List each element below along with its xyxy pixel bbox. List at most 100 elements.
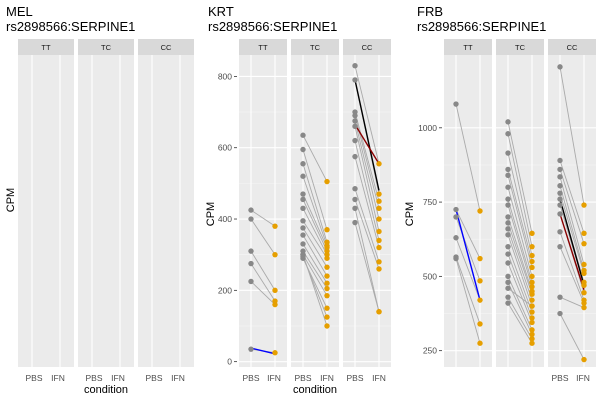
ifn-point xyxy=(272,251,278,258)
ifn-point xyxy=(581,240,587,247)
pbs-point xyxy=(505,184,511,190)
y-tick-label: 0 xyxy=(227,357,232,367)
x-tick-label: IFN xyxy=(51,373,65,383)
pbs-point xyxy=(505,294,511,300)
x-tick-label: IFN xyxy=(267,373,281,383)
pbs-point xyxy=(352,219,358,226)
y-tick-label: 250 xyxy=(423,346,437,356)
pbs-point xyxy=(557,183,563,189)
ifn-point xyxy=(581,356,587,363)
pair-line xyxy=(354,126,380,232)
panel-plot-area xyxy=(291,55,339,367)
panel-plot-area xyxy=(91,55,121,367)
ifn-point xyxy=(477,278,483,284)
pair-line xyxy=(354,111,380,202)
x-tick-label: IFN xyxy=(576,373,590,383)
chart-title-line1: MEL xyxy=(6,4,33,19)
mean-line xyxy=(250,347,276,355)
pair-line xyxy=(302,176,328,246)
strip-label: CC xyxy=(567,43,578,52)
pbs-point xyxy=(505,279,511,286)
ifn-point xyxy=(324,280,330,286)
pbs-point xyxy=(300,205,306,212)
ifn-point xyxy=(529,230,535,236)
pair-line xyxy=(507,234,533,307)
ifn-point xyxy=(529,340,535,346)
pair-line xyxy=(302,250,328,289)
pair-line xyxy=(507,216,533,292)
pair-line xyxy=(250,218,276,255)
pair-line xyxy=(559,160,585,234)
ifn-point xyxy=(324,178,330,185)
pair-line xyxy=(302,254,328,327)
x-axis-label: condition xyxy=(293,384,337,396)
panel-bg xyxy=(548,55,596,367)
ifn-point xyxy=(529,284,535,290)
pair-line xyxy=(354,65,380,164)
x-tick-label: IFN xyxy=(171,373,185,383)
ifn-point xyxy=(581,282,587,288)
panel-plot-area xyxy=(239,55,287,367)
facet-panel-cc: CC PBS IFN xyxy=(548,39,596,383)
ifn-point xyxy=(376,259,382,265)
facet-panel-cc: CC PBS IFN xyxy=(343,39,391,383)
strip-label: TC xyxy=(101,43,112,52)
pbs-point xyxy=(557,202,563,208)
ifn-point xyxy=(581,304,587,311)
pair-line xyxy=(507,175,533,268)
pbs-point xyxy=(505,196,511,202)
pair-line xyxy=(302,208,328,255)
pair-line xyxy=(507,121,533,234)
chart-title-line2: rs2898566:SERPINE1 xyxy=(417,19,546,34)
x-tick-label: IFN xyxy=(372,373,386,383)
ifn-point xyxy=(477,321,483,327)
pbs-point xyxy=(557,174,563,180)
strip-label: TC xyxy=(310,43,321,52)
pbs-point xyxy=(557,294,563,300)
pbs-point xyxy=(453,214,459,220)
pair-line xyxy=(302,149,328,230)
pbs-point xyxy=(352,137,358,144)
pbs-point xyxy=(557,166,563,173)
x-tick-label: PBS xyxy=(145,373,162,383)
panel-bg xyxy=(496,55,544,367)
pair-line xyxy=(455,237,481,301)
facet-panel-tt: TT PBS IFN xyxy=(18,39,74,383)
mean-line xyxy=(559,198,585,286)
ifn-point xyxy=(272,350,278,356)
median-line xyxy=(559,213,585,290)
facet-panel-tt: TT PBS IFN xyxy=(239,39,287,383)
panel-plot-area xyxy=(151,55,181,367)
chart-title-line2: rs2898566:SERPINE1 xyxy=(6,19,135,34)
strip-bg xyxy=(444,39,492,55)
ifn-point xyxy=(581,230,587,236)
pair-line xyxy=(354,199,380,270)
pbs-point xyxy=(505,214,511,220)
x-tick-label: IFN xyxy=(320,373,334,383)
pbs-point xyxy=(300,146,306,153)
strip-bg xyxy=(496,39,544,55)
y-axis: 0 200 400 600 800 xyxy=(218,71,237,367)
ifn-point xyxy=(529,331,535,338)
ifn-point xyxy=(324,255,330,261)
panel-plot-area xyxy=(31,55,61,367)
ifn-point xyxy=(529,336,535,342)
pbs-point xyxy=(248,216,254,222)
pbs-point xyxy=(352,153,358,160)
pair-line xyxy=(455,103,481,212)
strip-bg xyxy=(548,39,596,55)
panel-plot-area xyxy=(444,55,492,367)
y-tick-label: 400 xyxy=(218,214,232,224)
ifn-point xyxy=(376,191,382,197)
pbs-point xyxy=(453,101,459,107)
pbs-point xyxy=(557,211,563,217)
pbs-point xyxy=(300,132,306,138)
pair-line xyxy=(559,313,585,360)
pbs-point xyxy=(352,205,358,212)
pbs-point xyxy=(557,243,563,250)
y-axis-label: CPM xyxy=(205,202,217,226)
pbs-point xyxy=(505,243,511,250)
ifn-point xyxy=(529,252,535,259)
pair-line xyxy=(354,140,380,241)
pair-line xyxy=(250,250,276,291)
